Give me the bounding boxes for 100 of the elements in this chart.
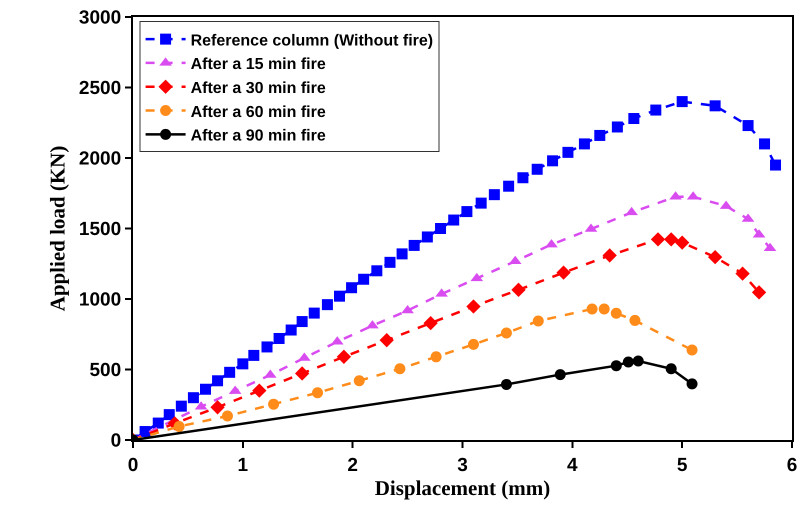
point <box>598 304 610 315</box>
point <box>174 420 185 432</box>
point <box>268 398 280 410</box>
point <box>354 375 365 386</box>
point <box>612 121 623 132</box>
point <box>435 223 446 234</box>
point <box>237 358 248 370</box>
point <box>628 113 640 124</box>
y-tick-label: 2000 <box>78 148 122 170</box>
point <box>676 96 688 108</box>
point <box>358 274 370 285</box>
point <box>461 206 472 218</box>
legend-label: After a 15 min fire <box>190 56 326 74</box>
point <box>517 172 528 184</box>
point <box>511 282 526 297</box>
point <box>384 256 396 268</box>
point <box>578 138 590 150</box>
point <box>286 324 297 336</box>
point <box>252 384 266 398</box>
point <box>396 248 408 260</box>
legend-label: After a 60 min fire <box>190 104 326 121</box>
point <box>296 316 308 328</box>
x-tick-label: 6 <box>786 454 798 476</box>
point <box>532 164 543 175</box>
point <box>380 333 394 348</box>
point <box>532 316 544 326</box>
point <box>224 366 236 378</box>
point <box>610 360 622 372</box>
point <box>586 304 598 315</box>
point <box>248 350 260 361</box>
point <box>632 356 644 367</box>
point <box>666 363 677 374</box>
legend-label: After a 30 min fire <box>190 80 326 97</box>
x-tick-label: 2 <box>347 454 358 476</box>
point <box>210 400 225 414</box>
point <box>334 290 345 302</box>
point <box>675 235 690 250</box>
point <box>710 100 721 112</box>
y-tick-label: 500 <box>89 360 122 382</box>
point <box>408 240 420 251</box>
point <box>500 327 512 338</box>
point <box>200 384 211 395</box>
point <box>554 369 566 380</box>
point <box>262 341 272 352</box>
point <box>212 375 224 386</box>
point <box>629 314 640 326</box>
x-tick-label: 3 <box>457 454 468 476</box>
point <box>336 350 352 364</box>
point <box>164 409 175 420</box>
point <box>274 332 285 344</box>
point <box>610 308 622 319</box>
legend-label: Reference column (Without fire) <box>190 32 434 50</box>
x-axis-title: Displacement (mm) <box>374 476 550 500</box>
point <box>422 231 433 242</box>
point <box>466 299 481 314</box>
point <box>476 198 487 209</box>
point <box>708 250 722 264</box>
point <box>176 400 187 412</box>
point <box>650 232 666 247</box>
point <box>562 146 574 158</box>
point <box>312 387 324 398</box>
point <box>152 418 164 429</box>
point <box>140 426 151 438</box>
y-tick-label: 2500 <box>78 78 122 100</box>
point <box>308 308 320 319</box>
y-tick-label: 3000 <box>78 8 122 29</box>
point <box>430 351 442 362</box>
point <box>448 214 460 226</box>
point <box>759 138 770 150</box>
point <box>664 232 678 247</box>
point <box>686 378 698 390</box>
legend-label: After a 90 min fire <box>190 128 326 145</box>
point <box>752 285 766 300</box>
point <box>222 410 233 422</box>
y-tick-label: 1000 <box>78 290 122 311</box>
point <box>394 363 406 374</box>
point <box>424 316 438 330</box>
point <box>622 356 634 368</box>
point <box>488 189 500 200</box>
point <box>556 265 571 280</box>
x-tick-label: 5 <box>676 454 688 476</box>
point <box>594 130 606 141</box>
y-axis-title: Applied load (KN) <box>46 146 70 312</box>
y-tick-label: 1500 <box>78 219 122 240</box>
x-tick-label: 4 <box>567 454 578 476</box>
point <box>468 338 479 350</box>
point <box>686 344 698 356</box>
point <box>503 180 514 192</box>
point <box>602 248 617 263</box>
point <box>547 155 558 166</box>
point <box>322 299 333 310</box>
point <box>735 266 750 281</box>
point <box>188 392 199 404</box>
point <box>650 104 662 116</box>
point <box>770 160 782 171</box>
x-tick-label: 1 <box>238 454 249 476</box>
point <box>500 378 512 390</box>
point <box>742 120 754 132</box>
point <box>346 282 358 294</box>
point <box>294 366 310 381</box>
